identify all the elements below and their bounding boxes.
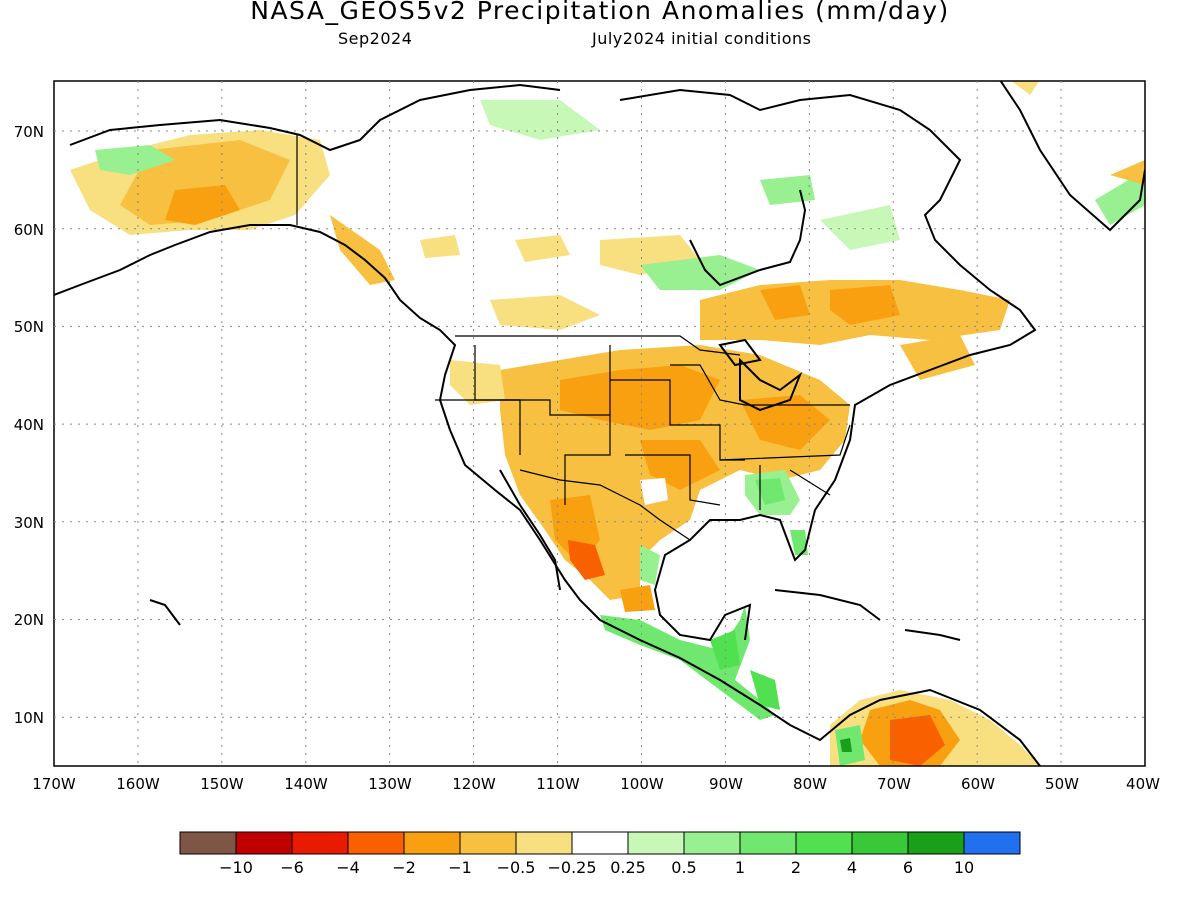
lon-label: 120W [452, 775, 496, 793]
lon-label: 50W [1045, 775, 1079, 793]
colorbar-label: −0.25 [547, 858, 596, 877]
colorbar-label: −4 [336, 858, 360, 877]
lon-label: 70W [877, 775, 911, 793]
longitude-labels: 170W 160W 150W 140W 130W 120W 110W 100W … [32, 775, 1160, 793]
colorbar-label: −2 [392, 858, 416, 877]
lat-label: 10N [14, 709, 44, 727]
lat-label: 40N [14, 416, 44, 434]
colorbar-swatch [515, 831, 573, 855]
lon-label: 100W [620, 775, 664, 793]
colorbar-swatch [627, 831, 685, 855]
colorbar-swatch [291, 831, 349, 855]
colorbar-swatch [179, 831, 237, 855]
latitude-labels: 70N 60N 50N 40N 30N 20N 10N [14, 123, 44, 727]
colorbar-label: 1 [735, 858, 745, 877]
colorbar-swatch [907, 831, 965, 855]
colorbar-swatch [403, 831, 461, 855]
colorbar-label: 2 [791, 858, 801, 877]
colorbar-swatch [459, 831, 517, 855]
colorbar-label: −1 [448, 858, 472, 877]
colorbar-swatch [795, 831, 853, 855]
colorbar-label: 4 [847, 858, 857, 877]
colorbar-label: 6 [903, 858, 913, 877]
colorbar-swatch [235, 831, 293, 855]
lon-label: 90W [709, 775, 743, 793]
map-frame [53, 80, 1146, 767]
colorbar-labels: −10 −6 −4 −2 −1 −0.5 −0.25 0.25 0.5 1 2 … [219, 858, 974, 877]
colorbar-label: −10 [219, 858, 253, 877]
forecast-month: Sep2024 [338, 29, 413, 48]
coastlines [54, 81, 1145, 766]
colorbar-label: −0.5 [497, 858, 536, 877]
colorbar-swatch [571, 831, 629, 855]
lat-label: 50N [14, 318, 44, 336]
colorbar-label: −6 [280, 858, 304, 877]
colorbar-swatch [851, 831, 909, 855]
anomaly-shading [70, 81, 1145, 766]
lon-label: 140W [284, 775, 328, 793]
lon-label: 40W [1126, 775, 1160, 793]
colorbar [179, 831, 1021, 855]
colorbar-swatch [347, 831, 405, 855]
colorbar-swatch [683, 831, 741, 855]
lon-label: 150W [200, 775, 244, 793]
initial-conditions: July2024 initial conditions [592, 29, 812, 48]
lon-label: 160W [116, 775, 160, 793]
lat-label: 60N [14, 221, 44, 239]
lat-label: 20N [14, 611, 44, 629]
political-borders [296, 135, 851, 541]
colorbar-swatch [739, 831, 797, 855]
lon-label: 170W [32, 775, 76, 793]
lon-label: 130W [368, 775, 412, 793]
colorbar-label: 0.5 [671, 858, 696, 877]
lon-label: 60W [961, 775, 995, 793]
map-title: NASA_GEOS5v2 Precipitation Anomalies (mm… [250, 0, 950, 25]
lat-label: 70N [14, 123, 44, 141]
colorbar-swatch [963, 831, 1021, 855]
colorbar-label: 0.25 [610, 858, 646, 877]
lon-label: 80W [793, 775, 827, 793]
lat-label: 30N [14, 514, 44, 532]
colorbar-label: 10 [954, 858, 974, 877]
lon-label: 110W [536, 775, 580, 793]
